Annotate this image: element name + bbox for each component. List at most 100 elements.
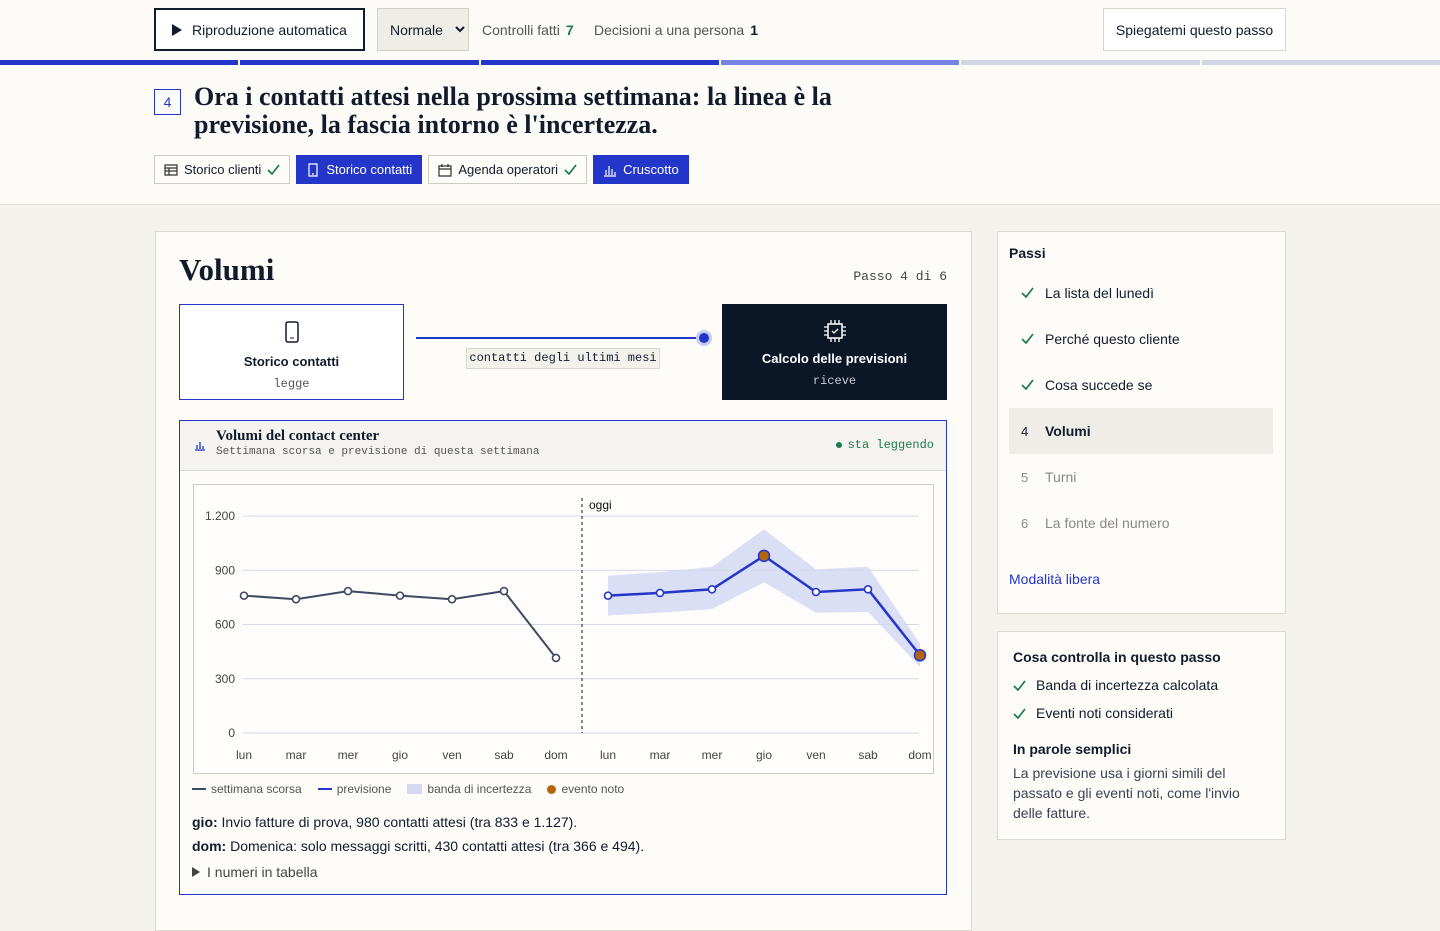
x-tick-label: sab bbox=[494, 748, 514, 762]
check-label: Eventi noti considerati bbox=[1036, 705, 1173, 721]
tab-icon bbox=[438, 163, 452, 177]
check-icon bbox=[267, 164, 280, 175]
progress-segment bbox=[720, 60, 960, 65]
tab-icon bbox=[604, 165, 617, 177]
check-path bbox=[1013, 679, 1026, 691]
step-label: Volumi bbox=[1045, 423, 1091, 439]
check-item: Banda di incertezza calcolata bbox=[1013, 671, 1218, 699]
check-path bbox=[564, 164, 577, 175]
checks-title: Cosa controlla in questo passo bbox=[1013, 649, 1221, 665]
table-toggle[interactable]: I numeri in tabella bbox=[192, 864, 318, 880]
step-number: 5 bbox=[1021, 469, 1029, 485]
y-tick-label: 300 bbox=[215, 672, 235, 686]
step-row[interactable]: Cosa succede se bbox=[1009, 362, 1273, 408]
point bbox=[395, 591, 405, 600]
event-point bbox=[757, 549, 771, 563]
tab-icon-path bbox=[164, 163, 178, 176]
main-title: Volumi bbox=[179, 252, 275, 287]
note-text: Domenica: solo messaggi scritti, 430 con… bbox=[230, 838, 645, 854]
check-path bbox=[267, 164, 280, 175]
progress-segment bbox=[480, 60, 719, 65]
play-icon bbox=[172, 23, 182, 36]
check-label: Banda di incertezza calcolata bbox=[1036, 677, 1219, 693]
step-label: La fonte del numero bbox=[1045, 515, 1170, 531]
tab[interactable]: Cruscotto bbox=[593, 155, 689, 184]
legend-label: previsione bbox=[336, 782, 392, 796]
step-row[interactable]: La lista del lunedì bbox=[1009, 270, 1273, 316]
progress-segment bbox=[961, 60, 1200, 65]
source-role: legge bbox=[273, 377, 310, 391]
step-number: 4 bbox=[1021, 423, 1029, 439]
speed-select[interactable]: Normale bbox=[377, 8, 469, 51]
check-icon bbox=[1021, 332, 1034, 344]
tab[interactable]: Storico contatti bbox=[296, 155, 423, 184]
legend-item: previsione bbox=[317, 782, 392, 796]
note-day: dom: bbox=[192, 838, 227, 854]
tab-icon-path bbox=[438, 163, 452, 177]
decisions-counter: Decisioni a una persona 1 bbox=[594, 8, 758, 51]
tab-icon-path bbox=[604, 165, 617, 177]
chip-icon bbox=[823, 320, 846, 342]
check-icon bbox=[1013, 679, 1026, 691]
plain-title: In parole semplici bbox=[1013, 741, 1132, 757]
tabs: Storico clienti Storico contatti Agenda op… bbox=[154, 155, 689, 184]
step-lead: 5 bbox=[1021, 470, 1045, 485]
point bbox=[655, 588, 665, 598]
legend-label: banda di incertezza bbox=[427, 782, 532, 796]
x-tick-label: lun bbox=[236, 748, 252, 762]
x-tick-label: mer bbox=[338, 748, 359, 762]
x-tick-label: gio bbox=[756, 748, 772, 762]
tab[interactable]: Storico clienti bbox=[154, 155, 291, 184]
legend-label: evento noto bbox=[561, 782, 625, 796]
note: gio: Invio fatture di prova, 980 contatt… bbox=[192, 810, 644, 834]
legend-swatch bbox=[192, 788, 206, 790]
edge-label: contatti degli ultimi mesi bbox=[466, 348, 660, 369]
step-lead bbox=[1021, 286, 1045, 301]
flow-edge bbox=[416, 330, 712, 346]
check-path bbox=[1013, 707, 1026, 719]
step-row[interactable]: Perché questo cliente bbox=[1009, 316, 1273, 362]
toggle-label: I numeri in tabella bbox=[207, 864, 318, 880]
step-row[interactable]: 6 La fonte del numero bbox=[1009, 500, 1273, 546]
tab[interactable]: Agenda operatori bbox=[428, 155, 588, 184]
decisions-label: Decisioni a una persona bbox=[594, 21, 745, 38]
tab-icon-path bbox=[308, 162, 318, 177]
phone-icon bbox=[284, 321, 299, 343]
autoplay-button[interactable]: Riproduzione automatica bbox=[154, 8, 365, 51]
check-path bbox=[1021, 378, 1034, 390]
x-tick-label: ven bbox=[442, 748, 461, 762]
x-tick-label: mar bbox=[650, 748, 671, 762]
legend: settimana scorsa previsione banda di incer… bbox=[192, 782, 624, 796]
checks-count: 7 bbox=[565, 21, 574, 38]
legend-label: settimana scorsa bbox=[211, 782, 302, 796]
legend-item: banda di incertezza bbox=[407, 782, 531, 796]
x-tick-label: lun bbox=[600, 748, 616, 762]
x-tick-label: ven bbox=[806, 748, 825, 762]
progress-segment bbox=[240, 60, 479, 65]
checks-counter: Controlli fatti 7 bbox=[482, 8, 574, 51]
step-label: Cosa succede se bbox=[1045, 377, 1153, 393]
flow-target: Calcolo delle previsioni riceve bbox=[722, 304, 947, 400]
annotation: oggi bbox=[589, 498, 612, 512]
x-tick-label: gio bbox=[392, 748, 408, 762]
note-text: Invio fatture di prova, 980 contatti att… bbox=[221, 814, 578, 830]
explain-label: Spiegatemi questo passo bbox=[1115, 21, 1274, 38]
check-path bbox=[1021, 332, 1034, 344]
explain-button[interactable]: Spiegatemi questo passo bbox=[1103, 8, 1286, 51]
check-icon bbox=[1021, 286, 1034, 298]
step-row[interactable]: 4 Volumi bbox=[1009, 408, 1273, 454]
step-row[interactable]: 5 Turni bbox=[1009, 454, 1273, 500]
source-title: Storico contatti bbox=[243, 354, 340, 369]
tab-label: Storico contatti bbox=[326, 162, 413, 177]
chart-icon bbox=[195, 442, 205, 451]
point bbox=[343, 586, 353, 596]
panel-subtitle: Settimana scorsa e previsione di questa … bbox=[216, 446, 540, 458]
check-icon bbox=[1021, 378, 1034, 390]
check-item: Eventi noti considerati bbox=[1013, 699, 1218, 727]
free-mode-link[interactable]: Modalità libera bbox=[1009, 571, 1101, 587]
panel-title: Volumi del contact center bbox=[216, 428, 380, 444]
flow-source: Storico contatti legge bbox=[179, 304, 404, 400]
decisions-count: 1 bbox=[750, 21, 759, 38]
y-tick-label: 1.200 bbox=[205, 509, 235, 523]
step-lead: 6 bbox=[1021, 516, 1045, 531]
